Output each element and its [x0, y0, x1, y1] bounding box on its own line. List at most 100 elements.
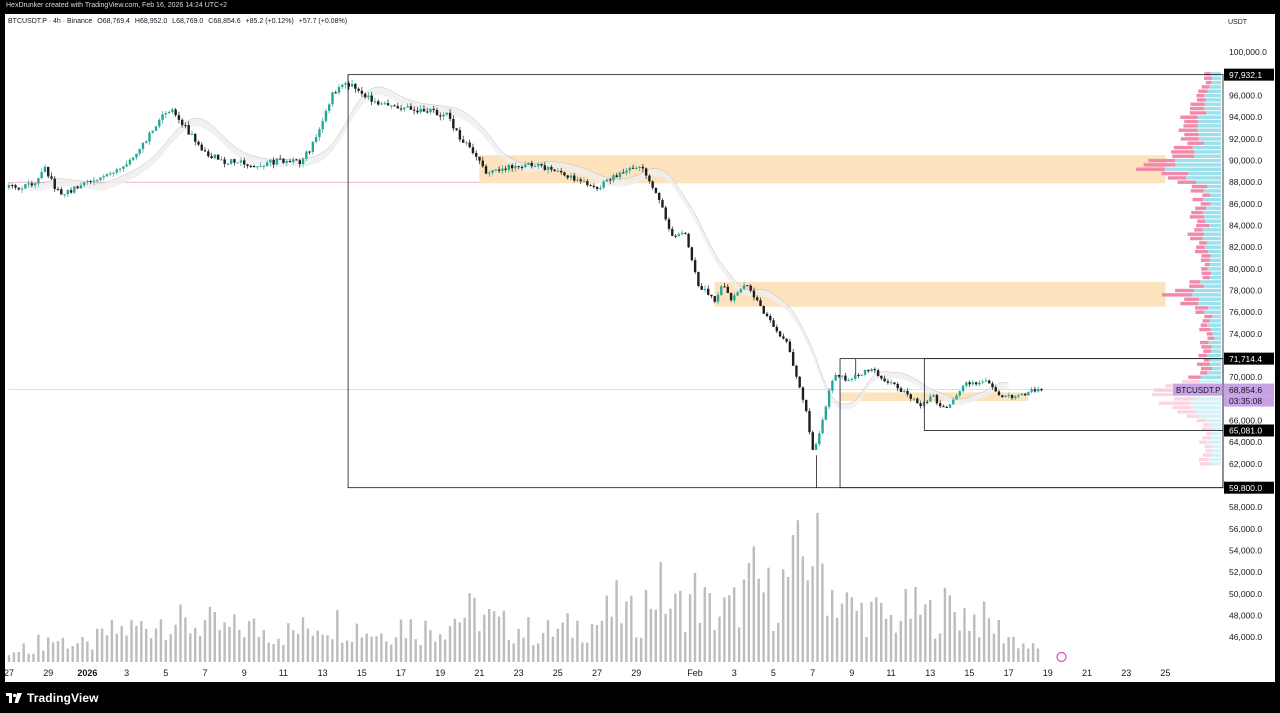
candle-body: [475, 153, 478, 157]
candle-body: [118, 168, 122, 170]
ema-line: [28, 86, 1009, 405]
volume-profile-bar: [1210, 444, 1221, 449]
candle-body: [262, 166, 266, 168]
volume-bar: [164, 640, 167, 662]
candle-body: [419, 108, 422, 113]
volume-profile-bar: [1195, 410, 1221, 414]
candle-body: [857, 374, 860, 376]
candle-body: [527, 162, 530, 165]
volume-profile-bar: [1205, 80, 1212, 85]
y-tick-label: 76,000.0: [1229, 307, 1262, 317]
volume-profile-bar: [1210, 202, 1221, 206]
volume-bar: [375, 636, 378, 662]
volume-profile-bar: [1173, 145, 1193, 150]
candle-body: [644, 168, 648, 176]
candle-body: [292, 159, 295, 163]
volume-bar: [821, 563, 824, 662]
candle-body: [942, 406, 945, 408]
volume-profile-bar: [1191, 210, 1203, 215]
candle-body: [406, 106, 409, 108]
volume-profile-bar: [1175, 158, 1221, 163]
candle-body: [978, 382, 981, 385]
volume-bar: [1027, 648, 1030, 662]
candle-body: [43, 166, 47, 173]
volume-bar: [125, 635, 128, 662]
x-tick-label: 11: [886, 668, 895, 678]
volume-bar: [345, 640, 349, 662]
volume-bar: [189, 633, 192, 662]
volume-bar: [786, 576, 790, 662]
volume-profile-bar: [1204, 245, 1221, 249]
x-tick-label: 5: [163, 668, 168, 678]
y-tick-label: 90,000.0: [1229, 156, 1262, 166]
candle-body: [20, 188, 24, 190]
volume-bar: [894, 632, 898, 662]
candle-body: [559, 170, 563, 173]
candle-body: [373, 101, 377, 103]
candle-body: [79, 185, 83, 189]
candle-body: [216, 154, 220, 160]
volume-bar: [919, 614, 922, 662]
volume-profile-bar: [1200, 323, 1207, 327]
volume-profile-bar: [1191, 293, 1221, 297]
volume-bar: [100, 628, 104, 662]
candle-body: [184, 125, 187, 127]
candle-body: [259, 166, 262, 168]
candle-body: [703, 288, 707, 290]
candle-body: [14, 185, 17, 188]
price-label: [1224, 481, 1274, 494]
volume-profile-bar: [1198, 457, 1209, 462]
volume-bar: [174, 624, 177, 662]
volume-bar: [32, 653, 35, 662]
volume-bar: [747, 563, 751, 662]
volume-bar: [218, 630, 221, 662]
candle-body: [638, 166, 641, 168]
candle-body: [92, 180, 96, 182]
volume-bar: [159, 619, 163, 662]
candle-body: [974, 382, 978, 385]
legend-symbol[interactable]: BTCUSDT.P · 4h · Binance: [8, 18, 93, 25]
volume-profile-bar: [1208, 457, 1221, 462]
volume-profile-bar: [1199, 327, 1211, 332]
x-tick-label: 25: [553, 668, 563, 678]
candle-body: [847, 380, 850, 382]
volume-bar: [644, 590, 648, 662]
candle-body: [190, 133, 194, 135]
volume-profile-bar: [1196, 223, 1210, 228]
volume-bar: [909, 618, 912, 662]
candle-body: [870, 369, 873, 372]
volume-bar: [556, 628, 559, 662]
candle-body: [47, 166, 50, 177]
volume-bar: [96, 628, 99, 662]
candle-body: [723, 286, 726, 288]
candle-body: [765, 313, 769, 317]
candle-body: [164, 113, 168, 115]
candlestick-chart[interactable]: 46,000.0 48,000.0 50,000.0 52,000.0 54,000.0…: [5, 14, 1275, 682]
volume-bar: [777, 622, 780, 662]
candle-body: [566, 175, 569, 178]
candle-body: [912, 398, 916, 400]
candle-body: [1027, 391, 1030, 396]
volume-profile-bar: [1205, 449, 1213, 453]
candle-body: [631, 167, 635, 169]
volume-profile-bar: [1191, 184, 1208, 189]
volume-bar: [679, 590, 682, 662]
candle-body: [602, 181, 605, 188]
candle-body: [396, 106, 400, 109]
candle-body: [341, 84, 344, 87]
volume-bar: [277, 638, 280, 662]
volume-bar: [154, 628, 158, 662]
tradingview-logo[interactable]: TradingView: [6, 691, 99, 705]
volume-profile-bar: [1183, 124, 1198, 128]
volume-bar: [61, 637, 65, 662]
x-tick-label: 17: [1004, 668, 1014, 678]
replay-icon[interactable]: [1056, 651, 1067, 663]
chart-panel[interactable]: 46,000.0 48,000.0 50,000.0 52,000.0 54,000.0…: [5, 14, 1275, 682]
volume-profile-bar: [1173, 397, 1196, 401]
volume-bar: [311, 635, 314, 662]
candle-body: [112, 172, 115, 174]
volume-profile-bar: [1200, 258, 1210, 262]
price-currency[interactable]: USDT: [1228, 19, 1248, 26]
volume-bar: [47, 637, 50, 662]
volume-profile-bar: [1204, 314, 1213, 319]
